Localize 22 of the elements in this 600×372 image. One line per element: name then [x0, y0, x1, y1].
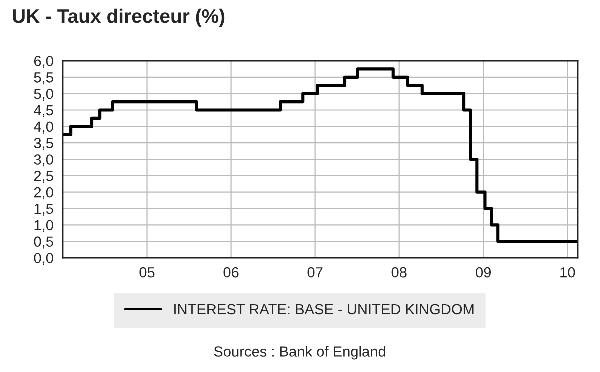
y-tick-label: 2,5 — [34, 171, 54, 184]
x-tick-label: 08 — [392, 267, 407, 278]
y-tick-label: 3,5 — [34, 138, 54, 150]
x-tick-label: 05 — [140, 267, 155, 278]
y-tick-label: 4,5 — [34, 106, 54, 118]
y-tick-label: 3,0 — [34, 154, 54, 167]
y-tick-label: 6,0 — [34, 56, 54, 68]
y-tick-label: 0,5 — [34, 236, 54, 249]
y-tick-label: 4,0 — [34, 122, 54, 134]
y-tick-label: 5,0 — [34, 88, 54, 101]
x-tick-label: 10 — [560, 267, 576, 278]
y-tick-label: 1,0 — [34, 220, 54, 232]
y-tick-label: 2,0 — [34, 187, 54, 200]
chart-title: UK - Taux directeur (%) — [13, 8, 225, 28]
y-tick-label: 0,0 — [34, 253, 54, 266]
x-tick-label: 09 — [476, 267, 492, 278]
legend-label: INTEREST RATE: BASE - UNITED KINGDOM — [174, 304, 474, 315]
x-tick-label: 06 — [224, 267, 239, 278]
y-tick-label: 1,5 — [34, 204, 54, 216]
source-note: Sources : Bank of England — [214, 346, 386, 360]
x-tick-label: 07 — [308, 267, 323, 278]
y-tick-label: 5,5 — [34, 72, 54, 85]
